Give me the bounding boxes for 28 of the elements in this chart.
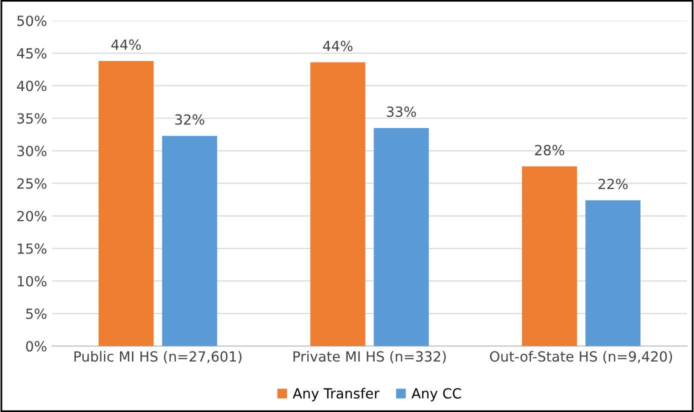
x-tick-label: Public MI HS (n=27,601) (74, 350, 242, 364)
data-label: 33% (386, 106, 416, 117)
x-tick-label: Out-of-State HS (n=9,420) (490, 350, 672, 364)
bar (310, 62, 366, 346)
bar (162, 136, 218, 346)
y-tick-label: 25% (17, 178, 46, 189)
data-label: 22% (598, 178, 628, 190)
y-tick-label: 50% (17, 16, 46, 26)
legend-label: Any Transfer (292, 388, 380, 402)
data-label: 44% (323, 40, 352, 52)
x-tick-label: Private MI HS (n=332) (294, 350, 446, 364)
y-tick-label: 15% (18, 243, 46, 254)
legend-label: Any CC (411, 388, 461, 402)
y-tick-label: 45% (17, 48, 46, 59)
y-tick-label: 0% (26, 341, 46, 352)
y-tick-label: 5% (26, 308, 46, 320)
y-tick-label: 10% (18, 276, 46, 286)
bar (585, 200, 640, 346)
data-label: 28% (535, 144, 564, 156)
data-label: 32% (175, 114, 204, 125)
bar (522, 166, 577, 346)
y-tick-label: 20% (17, 210, 46, 222)
y-tick-label: 30% (17, 146, 46, 156)
bar (98, 60, 154, 346)
data-label: 44% (111, 39, 141, 50)
y-tick-label: 40% (17, 80, 46, 92)
y-tick-label: 35% (17, 113, 46, 124)
bar (374, 128, 429, 346)
